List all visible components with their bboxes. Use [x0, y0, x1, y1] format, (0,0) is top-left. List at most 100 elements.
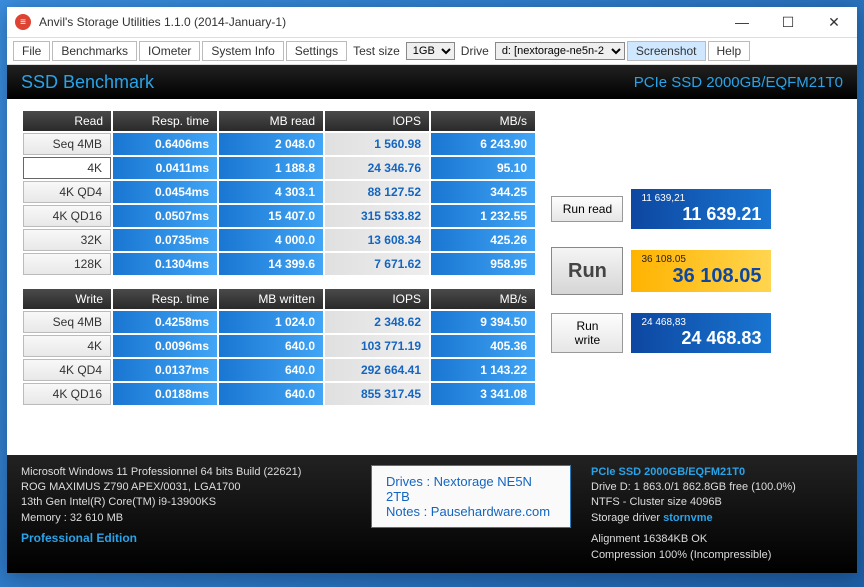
test-size-label: Test size — [349, 44, 404, 58]
cell: 4K — [23, 335, 111, 357]
footer: Microsoft Windows 11 Professionnel 64 bi… — [7, 455, 857, 573]
system-info-menu[interactable]: System Info — [202, 41, 283, 61]
write-table: WriteResp. timeMB writtenIOPSMB/s Seq 4M… — [21, 287, 537, 407]
table-row: Seq 4MB0.6406ms2 048.01 560.986 243.90 — [23, 133, 535, 155]
table-row: 4K QD40.0454ms4 303.188 127.52344.25 — [23, 181, 535, 203]
table-row: 4K QD160.0507ms15 407.0315 533.821 232.5… — [23, 205, 535, 227]
write-score: 24 468,83 24 468.83 — [631, 313, 771, 353]
cell: 1 560.98 — [325, 133, 429, 155]
col-header: Resp. time — [113, 111, 217, 131]
drive-label: Drive — [457, 44, 493, 58]
cell: 2 048.0 — [219, 133, 323, 155]
cell: 0.4258ms — [113, 311, 217, 333]
cell: 14 399.6 — [219, 253, 323, 275]
cell: 32K — [23, 229, 111, 251]
cell: 640.0 — [219, 383, 323, 405]
cell: 0.0411ms — [113, 157, 217, 179]
cell: 315 533.82 — [325, 205, 429, 227]
cell: Seq 4MB — [23, 311, 111, 333]
window-controls: — ☐ ✕ — [719, 7, 857, 37]
cell: 855 317.45 — [325, 383, 429, 405]
table-row: 4K0.0411ms1 188.824 346.7695.10 — [23, 157, 535, 179]
table-row: 4K QD160.0188ms640.0855 317.453 341.08 — [23, 383, 535, 405]
cell: 292 664.41 — [325, 359, 429, 381]
col-header: MB/s — [431, 111, 535, 131]
col-header: MB/s — [431, 289, 535, 309]
cell: 405.36 — [431, 335, 535, 357]
cell: 4K QD16 — [23, 205, 111, 227]
page-title: SSD Benchmark — [21, 72, 634, 93]
cell: 0.0454ms — [113, 181, 217, 203]
drive-info: PCIe SSD 2000GB/EQFM21T0 Drive D: 1 863.… — [591, 465, 843, 563]
cell: 0.0137ms — [113, 359, 217, 381]
col-header: IOPS — [325, 289, 429, 309]
col-header: IOPS — [325, 111, 429, 131]
read-score: 11 639,21 11 639.21 — [631, 189, 771, 229]
header-bar: SSD Benchmark PCIe SSD 2000GB/EQFM21T0 — [7, 65, 857, 99]
settings-menu[interactable]: Settings — [286, 41, 347, 61]
cell: 4K QD16 — [23, 383, 111, 405]
cell: 0.0507ms — [113, 205, 217, 227]
app-icon: ≡ — [15, 14, 31, 30]
col-header: Resp. time — [113, 289, 217, 309]
header-device: PCIe SSD 2000GB/EQFM21T0 — [634, 74, 843, 91]
table-row: 128K0.1304ms14 399.67 671.62958.95 — [23, 253, 535, 275]
cell: 13 608.34 — [325, 229, 429, 251]
minimize-button[interactable]: — — [719, 7, 765, 37]
window-title: Anvil's Storage Utilities 1.1.0 (2014-Ja… — [39, 15, 719, 29]
run-write-button[interactable]: Run write — [551, 313, 623, 353]
drive-select[interactable]: d: [nextorage-ne5n-2 — [495, 42, 625, 60]
cell: 7 671.62 — [325, 253, 429, 275]
cell: 24 346.76 — [325, 157, 429, 179]
col-header: Read — [23, 111, 111, 131]
cell: 4K — [23, 157, 111, 179]
cell: 958.95 — [431, 253, 535, 275]
table-row: 32K0.0735ms4 000.013 608.34425.26 — [23, 229, 535, 251]
cell: 4K QD4 — [23, 181, 111, 203]
cell: 4 303.1 — [219, 181, 323, 203]
iometer-menu[interactable]: IOmeter — [139, 41, 200, 61]
toolbar: File Benchmarks IOmeter System Info Sett… — [7, 37, 857, 65]
maximize-button[interactable]: ☐ — [765, 7, 811, 37]
cell: 640.0 — [219, 359, 323, 381]
cell: 0.1304ms — [113, 253, 217, 275]
table-row: 4K QD40.0137ms640.0292 664.411 143.22 — [23, 359, 535, 381]
titlebar: ≡ Anvil's Storage Utilities 1.1.0 (2014-… — [7, 7, 857, 37]
cell: 0.0188ms — [113, 383, 217, 405]
run-button[interactable]: Run — [551, 247, 623, 295]
table-row: Seq 4MB0.4258ms1 024.02 348.629 394.50 — [23, 311, 535, 333]
cell: 88 127.52 — [325, 181, 429, 203]
cell: 3 341.08 — [431, 383, 535, 405]
cell: 1 232.55 — [431, 205, 535, 227]
col-header: MB written — [219, 289, 323, 309]
cell: 103 771.19 — [325, 335, 429, 357]
cell: 0.0096ms — [113, 335, 217, 357]
notes-box: Drives : Nextorage NE5N 2TB Notes : Paus… — [371, 465, 571, 528]
help-menu[interactable]: Help — [708, 41, 751, 61]
app-window: ≡ Anvil's Storage Utilities 1.1.0 (2014-… — [7, 7, 857, 573]
cell: Seq 4MB — [23, 133, 111, 155]
cell: 0.6406ms — [113, 133, 217, 155]
file-menu[interactable]: File — [13, 41, 50, 61]
col-header: MB read — [219, 111, 323, 131]
cell: 4 000.0 — [219, 229, 323, 251]
cell: 9 394.50 — [431, 311, 535, 333]
cell: 4K QD4 — [23, 359, 111, 381]
edition-label: Professional Edition — [21, 530, 351, 547]
screenshot-button[interactable]: Screenshot — [627, 41, 706, 61]
run-read-button[interactable]: Run read — [551, 196, 623, 222]
total-score: 36 108.05 36 108.05 — [631, 250, 771, 292]
cell: 2 348.62 — [325, 311, 429, 333]
cell: 640.0 — [219, 335, 323, 357]
close-button[interactable]: ✕ — [811, 7, 857, 37]
cell: 6 243.90 — [431, 133, 535, 155]
table-row: 4K0.0096ms640.0103 771.19405.36 — [23, 335, 535, 357]
content-area: ReadResp. timeMB readIOPSMB/s Seq 4MB0.6… — [7, 99, 857, 455]
side-panel: Run read 11 639,21 11 639.21 Run 36 108.… — [551, 189, 771, 359]
benchmarks-menu[interactable]: Benchmarks — [52, 41, 137, 61]
col-header: Write — [23, 289, 111, 309]
test-size-select[interactable]: 1GB — [406, 42, 455, 60]
read-table: ReadResp. timeMB readIOPSMB/s Seq 4MB0.6… — [21, 109, 537, 277]
system-info: Microsoft Windows 11 Professionnel 64 bi… — [21, 465, 351, 563]
cell: 15 407.0 — [219, 205, 323, 227]
